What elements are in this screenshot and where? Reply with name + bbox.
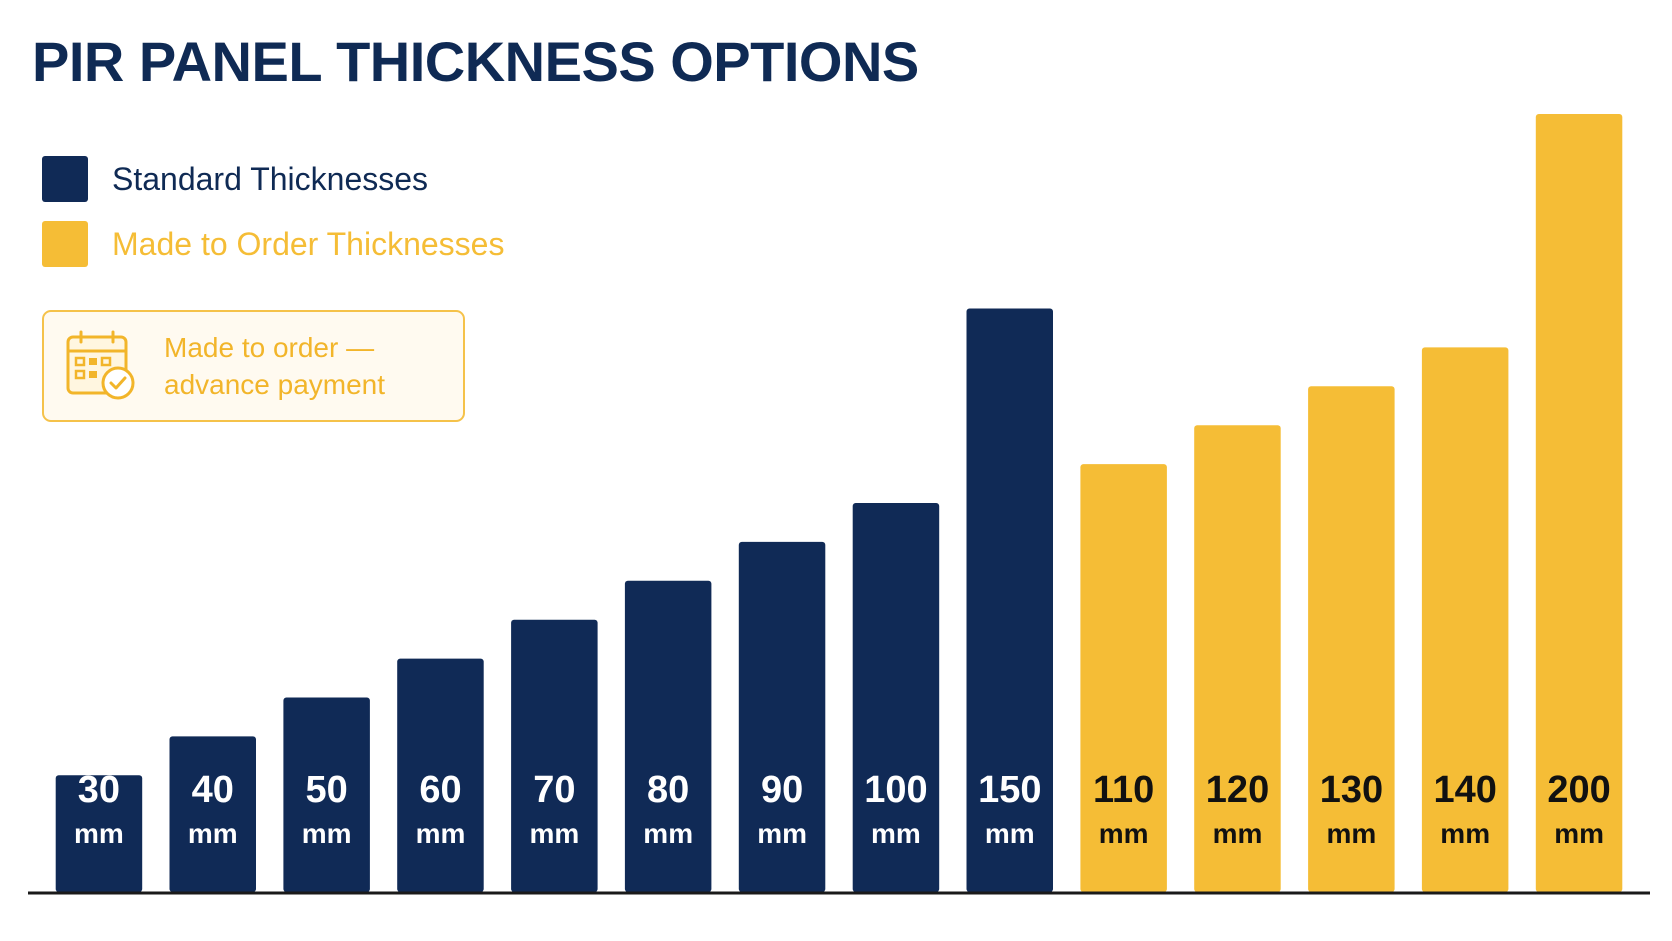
bar-label-value: 30 (78, 769, 120, 811)
bar-110mm (1080, 464, 1167, 892)
bar-120mm (1194, 425, 1281, 892)
bar-label-unit: mm (416, 818, 466, 849)
bar-label-value: 110 (1093, 769, 1154, 811)
bar-label-value: 80 (647, 769, 689, 811)
bar-label-unit: mm (643, 818, 693, 849)
bar-label-unit: mm (302, 818, 352, 849)
calendar-check-icon (66, 330, 135, 400)
bar-label-unit: mm (1554, 818, 1604, 849)
bar-label-unit: mm (985, 818, 1035, 849)
bar-label-value: 50 (305, 769, 347, 811)
bar-label-value: 140 (1433, 769, 1496, 811)
advance-payment-notice: Made to order — advance payment (42, 310, 465, 422)
legend-label-standard: Standard Thicknesses (112, 160, 429, 197)
bar-130mm (1308, 386, 1395, 892)
bar-label-value: 120 (1206, 769, 1269, 811)
bar-label-unit: mm (1099, 818, 1149, 849)
bar-label-unit: mm (1327, 818, 1377, 849)
bar-200mm (1535, 114, 1623, 892)
bar-30mm (55, 775, 143, 892)
bar-label-value: 40 (192, 769, 234, 811)
legend-swatch-made-to-order (42, 221, 88, 267)
bar-label-unit: mm (1440, 818, 1490, 849)
bar-140mm (1421, 347, 1509, 892)
bar-40mm (169, 736, 256, 892)
legend-label-made-to-order: Made to Order Thicknesses (112, 225, 505, 262)
bar-100mm (852, 503, 940, 892)
bar-label-value: 200 (1547, 769, 1610, 811)
bar-90mm (738, 541, 826, 892)
bar-label-unit: mm (1213, 818, 1263, 849)
bar-60mm (397, 658, 484, 892)
bar-group: 30 mm 40 mm 50 mm 60 mm 70 mm 80 mm 90 mm 100 mm 150 mm 11… (55, 114, 1623, 892)
legend-item-made-to-order: Made to Order Thicknesses (42, 220, 504, 268)
chart-title: PIR PANEL THICKNESS OPTIONS (32, 30, 919, 93)
bar-label-unit: mm (757, 818, 807, 849)
legend-swatch-standard (42, 156, 88, 202)
bar-label-value: 150 (978, 769, 1041, 811)
bar-50mm (283, 697, 370, 892)
bar-label-value: 100 (864, 769, 927, 811)
bar-label-unit: mm (74, 818, 124, 849)
bar-label-value: 60 (419, 769, 461, 811)
bar-150mm (966, 308, 1053, 892)
bar-label-value: 130 (1320, 769, 1383, 811)
bar-label-unit: mm (530, 818, 580, 849)
bar-70mm (511, 619, 598, 892)
notice-text: Made to order — advance payment (164, 332, 386, 400)
bar-80mm (624, 580, 712, 892)
legend-item-standard: Standard Thicknesses (42, 155, 504, 203)
bar-label-unit: mm (871, 818, 921, 849)
bar-label-value: 90 (761, 769, 803, 811)
bar-label-value: 70 (533, 769, 575, 811)
legend: Standard Thicknesses Made to Order Thick… (42, 155, 504, 285)
bar-label-unit: mm (188, 818, 238, 849)
